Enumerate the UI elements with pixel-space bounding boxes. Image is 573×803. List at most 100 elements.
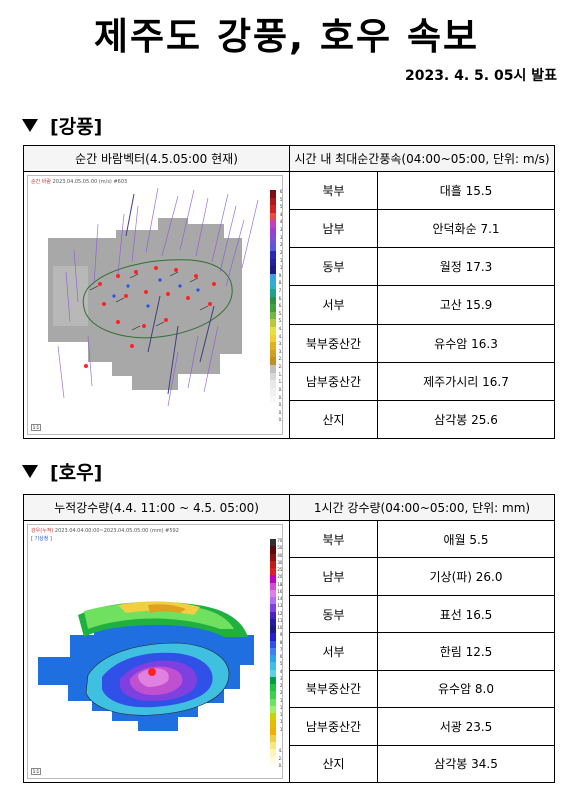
rain-scale-tick-label: 16 [279,704,283,710]
rain-scale-tick-label: 300 [277,559,283,565]
wind-map-graphic [28,176,282,434]
rain-scale-tick-label: 0.1 [278,762,282,768]
rain-map-cell: 강우(누적) 2023.04.04.00:00~2023.04.05.05:00… [23,520,290,783]
wind-scale-segment [270,319,276,328]
wind-scale-tick-label: 35 [279,227,283,233]
wind-map-cell: 순간 바람 2023.04.05.05:00 (m/s) #603 60 55 50… [23,171,290,439]
wind-scale-segment [270,380,276,388]
triangle-down-icon [22,465,38,478]
wind-scale-segment [270,228,276,236]
rain-scale-tick-label: 25 [279,683,283,688]
rain-scale-tick-label: 20 [279,690,283,696]
wind-map-caption-text: 2023.04.05.05:00 (m/s) #603 [52,179,128,185]
wind-scale-tick-label: 3.0 [278,348,282,354]
rain-scale-tick-label: 6 [282,741,283,746]
wind-scale-segment [270,372,276,381]
wind-scale-tick-label: 3.5 [278,341,282,347]
wind-region-cell: 남부 [289,209,378,249]
wind-scale-tick-label: 7.0 [278,287,282,293]
wind-scale-segment [270,281,276,289]
rain-scale-segment [270,560,276,568]
rain-scale-tick-label: 14 [279,712,283,717]
rain-scale-tick-label: 180 [277,581,283,587]
rain-scale-segment [270,597,276,605]
wind-scale-segment [270,273,276,282]
rain-scale-segment [270,676,276,684]
wind-scale-tick-label: 10 [279,265,283,271]
wind-scale-tick-label: 2.5 [278,356,282,362]
wind-scale-segment [270,258,276,267]
wind-scale-tick-label: 4.5 [278,326,282,332]
rain-scale-tick-label: 12 [279,719,283,725]
rain-region-cell: 산지 [289,744,378,784]
rain-scale-tick-label: 200 [277,574,283,580]
rain-scale-segment [270,705,276,713]
wind-value-cell: 고산 15.9 [377,285,555,325]
wind-scale-segment [270,296,276,305]
wind-scale-segment [270,304,276,312]
rain-color-scale: 700 500400300 250 200180160 140 130120110 100 9… [270,538,282,771]
rain-scale-segment [270,589,276,597]
wind-scale-tick-label: 0.8 [278,386,282,392]
wind-scale-segment [270,327,276,335]
rain-section-heading: [호우] [22,458,102,485]
rain-value-cell: 한림 12.5 [377,632,555,671]
rain-scale-segment [270,669,276,677]
rain-scale-segment [270,640,276,648]
wind-scale-tick-label: 0.2 [278,409,282,415]
wind-scale-tick-label: 1.5 [278,371,282,377]
wind-scale-tick-label: 60 [279,189,283,194]
rain-scale-tick-label: 250 [277,567,283,572]
rain-scale-segment [270,655,276,663]
wind-scale-segment [270,205,276,213]
wind-scale-tick-label: 45 [279,211,283,217]
rain-value-cell: 기상(파) 26.0 [377,557,555,596]
wind-value-cell: 유수암 16.3 [377,323,555,363]
rain-scale-segment [270,575,276,583]
rain-scale-tick-label: 160 [277,588,283,594]
rain-value-cell: 서광 23.5 [377,707,555,746]
wind-scale-segment [270,311,276,320]
wind-value-cell: 제주가시리 16.7 [377,361,555,401]
rain-map-caption: 강우(누적) 2023.04.04.00:00~2023.04.05.05:00… [31,527,179,534]
wind-scale-segment [270,387,276,396]
rain-scale-segment [270,633,276,641]
rain-scale-segment [270,734,276,742]
wind-scale-segment [270,190,276,198]
rain-scale-segment [270,611,276,619]
rain-scale-tick-label: 100 [277,625,283,630]
rain-scale-segment [270,568,276,576]
rain-scale-tick-label: 40 [279,668,283,674]
rain-scale-segment [270,720,276,728]
rain-scale-tick-label: 400 [277,552,283,558]
rain-region-cell: 북부 [289,519,378,559]
rain-scale-segment [270,604,276,612]
rain-scale-segment [270,713,276,721]
wind-region-cell: 북부 [289,170,378,211]
rain-scale-tick-label: 700 [277,538,283,543]
rain-map-caption-text: 2023.04.04.00:00~2023.04.05.05:00 (mm) #… [54,528,179,534]
rain-scale-tick-label: 70 [279,646,283,652]
wind-value-cell: 월정 17.3 [377,247,555,287]
rain-scale-tick-label: 10 [279,726,283,732]
wind-scale-segment [270,395,276,404]
rain-region-cell: 남부중산간 [289,707,378,746]
wind-scale-tick-label: 9.0 [278,272,282,278]
rain-scale-segment [270,763,276,771]
wind-scale-tick-label: 2.0 [278,364,282,370]
rain-region-cell: 서부 [289,632,378,671]
rain-scale-tick-label: 2.0 [278,755,282,761]
wind-scale-tick-label: 25 [279,242,283,248]
wind-scale-segment [270,342,276,350]
rain-scale-tick-label: 4.0 [278,748,282,754]
wind-left-header: 순간 바람벡터(4.5.05:00 현재) [23,145,290,172]
wind-value-cell: 삼각봉 25.6 [377,399,555,440]
rain-scale-tick-label: 120 [277,610,283,616]
wind-value-cell: 안덕화순 7.1 [377,209,555,249]
map-corner-box: 1:1 [31,768,41,775]
rain-value-cell: 삼각봉 34.5 [377,744,555,784]
rain-scale-tick-label: 90 [279,632,283,638]
wind-scale-segment [270,410,276,419]
rain-scale-tick-label: 30 [279,675,283,681]
wind-scale-tick-label: 5.5 [278,310,282,316]
